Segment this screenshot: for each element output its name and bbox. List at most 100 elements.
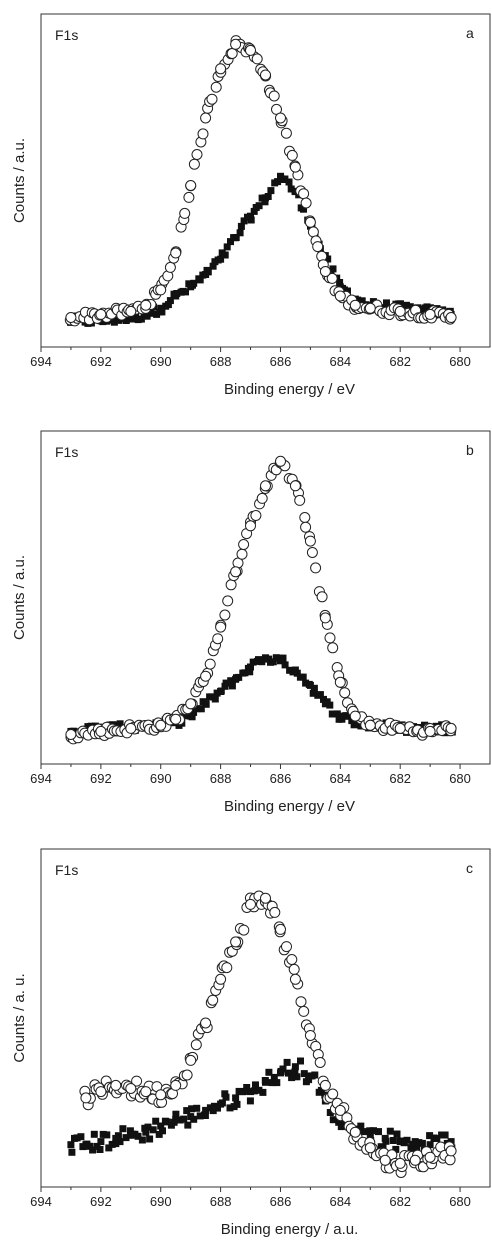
data-point-square bbox=[426, 1141, 434, 1149]
data-point-square bbox=[188, 1105, 196, 1113]
x-tick-label: 680 bbox=[449, 354, 471, 369]
data-point-circle bbox=[316, 591, 328, 603]
data-point-circle bbox=[269, 906, 281, 918]
data-point-square bbox=[379, 1143, 387, 1151]
data-point-circle bbox=[260, 480, 271, 492]
data-point-square bbox=[99, 1130, 107, 1138]
data-point-circle bbox=[95, 1086, 107, 1098]
x-axis-label: Binding energy / eV bbox=[224, 381, 355, 398]
plot-frame bbox=[40, 13, 491, 348]
data-point-square bbox=[426, 1132, 434, 1140]
data-point-circle bbox=[190, 1039, 202, 1051]
data-point-circle bbox=[95, 308, 107, 320]
data-point-square bbox=[393, 1130, 401, 1138]
data-point-square bbox=[281, 661, 289, 669]
data-point-circle bbox=[191, 149, 203, 160]
data-point-square bbox=[273, 1079, 281, 1087]
data-point-circle bbox=[197, 128, 209, 140]
data-point-square bbox=[108, 1140, 116, 1148]
data-point-square bbox=[197, 705, 205, 713]
peak-annotation: F1s bbox=[55, 862, 78, 878]
data-point-circle bbox=[394, 1157, 406, 1169]
data-point-circle bbox=[394, 305, 406, 317]
data-point-circle bbox=[185, 698, 197, 710]
data-point-circle bbox=[300, 521, 312, 533]
data-point-square bbox=[337, 1123, 345, 1131]
data-point-square bbox=[291, 1068, 299, 1076]
data-point-square bbox=[127, 1131, 135, 1139]
data-point-square bbox=[287, 185, 295, 193]
data-point-circle bbox=[230, 38, 242, 50]
x-tick-label: 686 bbox=[270, 771, 292, 786]
data-point-circle bbox=[250, 510, 262, 521]
data-point-square bbox=[86, 1142, 94, 1150]
data-point-square bbox=[103, 1131, 111, 1139]
data-point-square bbox=[317, 1086, 325, 1094]
data-point-square bbox=[326, 701, 334, 709]
data-point-circle bbox=[181, 1069, 193, 1081]
data-point-circle bbox=[289, 480, 301, 492]
data-point-circle bbox=[225, 579, 237, 591]
chart-panel-c: 694 692 690 688 686 684 682 680 Binding energy /… bbox=[11, 848, 491, 1238]
data-point-circle bbox=[125, 1083, 137, 1094]
data-point-circle bbox=[445, 722, 457, 734]
data-point-circle bbox=[140, 299, 152, 311]
data-point-square bbox=[441, 1131, 449, 1139]
data-point-square bbox=[149, 1126, 157, 1134]
data-point-square bbox=[336, 712, 344, 720]
data-point-square bbox=[255, 1086, 263, 1094]
data-point-square bbox=[272, 654, 280, 662]
x-tick-label: 690 bbox=[150, 1194, 172, 1209]
data-point-square bbox=[144, 1123, 152, 1131]
data-point-square bbox=[89, 1146, 97, 1154]
x-tick-label: 692 bbox=[90, 1194, 112, 1209]
data-point-square bbox=[182, 288, 189, 296]
data-point-square bbox=[300, 205, 307, 213]
data-point-square bbox=[403, 301, 410, 309]
data-point-square bbox=[262, 1078, 269, 1086]
data-point-square bbox=[329, 1116, 337, 1124]
data-point-circle bbox=[289, 161, 301, 173]
data-point-circle bbox=[125, 722, 137, 734]
data-point-square bbox=[311, 1071, 319, 1079]
data-point-circle bbox=[275, 112, 286, 124]
data-point-circle bbox=[286, 954, 298, 965]
data-point-square bbox=[284, 1069, 292, 1077]
data-point-square bbox=[209, 262, 217, 270]
data-point-circle bbox=[200, 670, 212, 682]
data-point-square bbox=[306, 1072, 314, 1080]
data-point-square bbox=[155, 1130, 163, 1138]
data-point-square bbox=[262, 654, 269, 662]
data-point-circle bbox=[288, 963, 300, 975]
data-point-square bbox=[321, 700, 329, 708]
y-axis-label: Counts / a.u. bbox=[11, 555, 28, 640]
x-tick-label: 688 bbox=[210, 1194, 232, 1209]
data-point-circle bbox=[260, 892, 271, 904]
x-tick-label: 682 bbox=[389, 1194, 411, 1209]
data-point-square bbox=[247, 212, 254, 220]
data-point-circle bbox=[304, 535, 316, 547]
data-point-square bbox=[97, 1138, 105, 1146]
data-point-square bbox=[183, 1107, 191, 1115]
x-tick-label: 690 bbox=[150, 354, 172, 369]
data-point-square bbox=[193, 705, 201, 713]
data-point-square bbox=[146, 1135, 154, 1143]
data-point-circle bbox=[327, 642, 339, 654]
series-filled-squares bbox=[67, 1057, 456, 1156]
data-point-square bbox=[344, 287, 351, 295]
panel-label: b bbox=[466, 442, 474, 458]
data-point-circle bbox=[319, 612, 331, 624]
data-point-square bbox=[413, 1143, 421, 1151]
data-point-circle bbox=[131, 1075, 143, 1087]
data-point-circle bbox=[364, 719, 376, 731]
data-point-square bbox=[172, 292, 180, 300]
data-point-square bbox=[147, 309, 155, 317]
data-point-square bbox=[397, 300, 404, 308]
data-point-circle bbox=[349, 1126, 361, 1138]
data-point-square bbox=[96, 1146, 104, 1153]
data-point-square bbox=[277, 657, 284, 665]
data-point-square bbox=[163, 1118, 171, 1126]
data-point-circle bbox=[424, 725, 436, 737]
data-point-square bbox=[242, 1087, 250, 1095]
data-point-square bbox=[142, 1128, 150, 1136]
